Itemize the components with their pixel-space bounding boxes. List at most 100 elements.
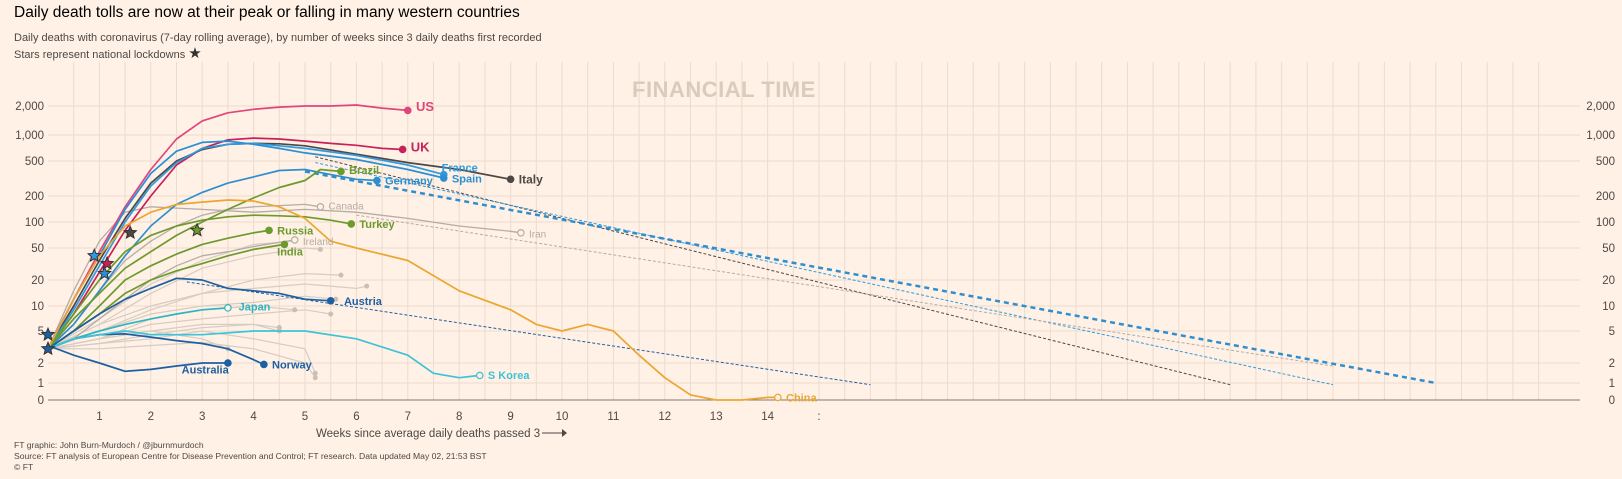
y-tick-label-left: 200 [25, 191, 44, 203]
trend-line-italy [315, 156, 1231, 386]
x-tick-label: 2 [148, 411, 154, 423]
background-country-dot [338, 272, 344, 278]
background-country-line [47, 283, 367, 350]
series-line-russia [47, 229, 270, 350]
y-tick-label-right: 200 [1596, 191, 1615, 203]
x-tick-label: 6 [353, 411, 359, 423]
y-tick-label-right: 5 [1609, 326, 1615, 338]
trend-line-france [315, 162, 1334, 386]
series-label-spain: Spain [452, 174, 482, 186]
footer-credit: FT graphic: John Burn-Murdoch / @jburnmu… [14, 440, 204, 450]
y-tick-label-right: 1 [1609, 378, 1615, 390]
y-tick-label-right: 0 [1609, 395, 1615, 407]
series-end-dot-norway [260, 360, 268, 369]
subtitle-line-2-text: Stars represent national lockdowns [14, 49, 186, 61]
series-label-italy: Italy [519, 172, 543, 186]
series-line-france [47, 142, 445, 350]
series-end-dot-turkey [347, 220, 356, 228]
series-label-brazil: Brazil [349, 165, 379, 177]
series-label-turkey: Turkey [359, 219, 395, 231]
y-tick-label-left: 2,000 [15, 101, 44, 113]
series-end-dot-uk [398, 145, 407, 154]
series-label-austria: Austria [344, 296, 383, 308]
background-country-dot [317, 246, 323, 252]
x-tick-label: 12 [658, 411, 671, 423]
series-label-australia: Australia [182, 364, 230, 376]
y-tick-label-left: 50 [31, 243, 44, 255]
y-tick-label-left: 10 [31, 301, 44, 313]
series-line-australia [47, 344, 228, 373]
background-country-dot [364, 283, 370, 289]
subtitle-line-2: Stars represent national lockdowns ★ [14, 46, 542, 63]
y-tick-label-left: 1,000 [15, 130, 44, 142]
footer-source: Source: FT analysis of European Centre f… [14, 451, 487, 461]
x-tick-label: 11 [607, 411, 619, 423]
series-label-us: US [416, 99, 434, 114]
series-label-iran: Iran [529, 229, 546, 240]
y-tick-label-left: 20 [31, 275, 44, 287]
x-tick-label: : [817, 411, 820, 423]
series-label-russia: Russia [277, 225, 314, 237]
x-tick-label: 13 [710, 411, 723, 423]
footer-copyright: © FT [14, 462, 34, 472]
lockdown-star-icon [40, 340, 56, 356]
series-line-ireland [47, 239, 295, 350]
y-tick-label-left: 2 [38, 358, 44, 370]
series-end-dot-india [280, 240, 289, 249]
x-axis-arrow-head [562, 429, 567, 437]
y-tick-label-right: 1,000 [1586, 130, 1615, 142]
x-tick-label: 9 [507, 411, 513, 423]
y-tick-label-right: 20 [1602, 275, 1615, 287]
series-end-dot-iran [517, 228, 525, 237]
lockdown-star-icon [99, 255, 115, 270]
series-end-dot-austria [326, 296, 335, 305]
x-tick-label: 8 [456, 411, 462, 423]
lockdown-star-icon [40, 326, 56, 341]
x-tick-label: 4 [250, 411, 257, 423]
background-country-dot [312, 375, 318, 381]
series-label-india: India [277, 247, 304, 259]
series-line-brazil [47, 168, 342, 350]
series-end-dot-russia [265, 226, 273, 235]
series-line-turkey [47, 214, 352, 350]
x-tick-label: 3 [199, 411, 205, 423]
series-label-canada: Canada [329, 202, 364, 213]
background-country-dot [312, 370, 318, 376]
series-label-uk: UK [411, 139, 430, 154]
series-end-dot-germany [373, 176, 381, 185]
series-end-dot-japan [224, 304, 232, 312]
chart-title: Daily death tolls are now at their peak … [14, 4, 520, 21]
y-tick-label-left: 1 [38, 378, 44, 390]
series-label-ireland: Ireland [303, 237, 334, 248]
y-tick-label-right: 2 [1609, 358, 1615, 370]
series-end-dot-spain [439, 174, 448, 182]
chart-subtitle: Daily deaths with coronavirus (7-day rol… [14, 31, 542, 63]
series-line-us [47, 104, 408, 350]
series-end-dot-canada [316, 202, 325, 211]
y-tick-label-left: 0 [38, 395, 44, 407]
background-country-dot [276, 325, 282, 331]
series-line-iran [47, 206, 521, 350]
series-end-dot-us [403, 106, 412, 115]
trend-line-germany [304, 170, 1437, 385]
y-tick-label-right: 10 [1602, 301, 1615, 313]
series-end-dot-s-korea [475, 371, 484, 380]
star-icon: ★ [188, 45, 202, 62]
series-label-germany: Germany [385, 176, 434, 188]
series-line-germany [47, 168, 378, 350]
y-tick-label-right: 50 [1602, 243, 1615, 255]
lockdown-star-icon [97, 265, 112, 280]
lockdown-star-icon [122, 225, 138, 240]
chart-footer: FT graphic: John Burn-Murdoch / @jburnmu… [14, 440, 487, 473]
series-line-china [47, 199, 778, 401]
background-country-dot [333, 296, 339, 302]
y-tick-label-left: 100 [25, 217, 44, 229]
series-line-austria [47, 277, 331, 350]
y-tick-label-left: 5 [38, 326, 44, 338]
series-label-s-korea: S Korea [488, 370, 530, 382]
series-label-france: France [442, 163, 478, 175]
series-end-dot-china [774, 393, 782, 402]
series-label-norway: Norway [272, 359, 313, 371]
x-tick-label: 1 [96, 411, 102, 423]
